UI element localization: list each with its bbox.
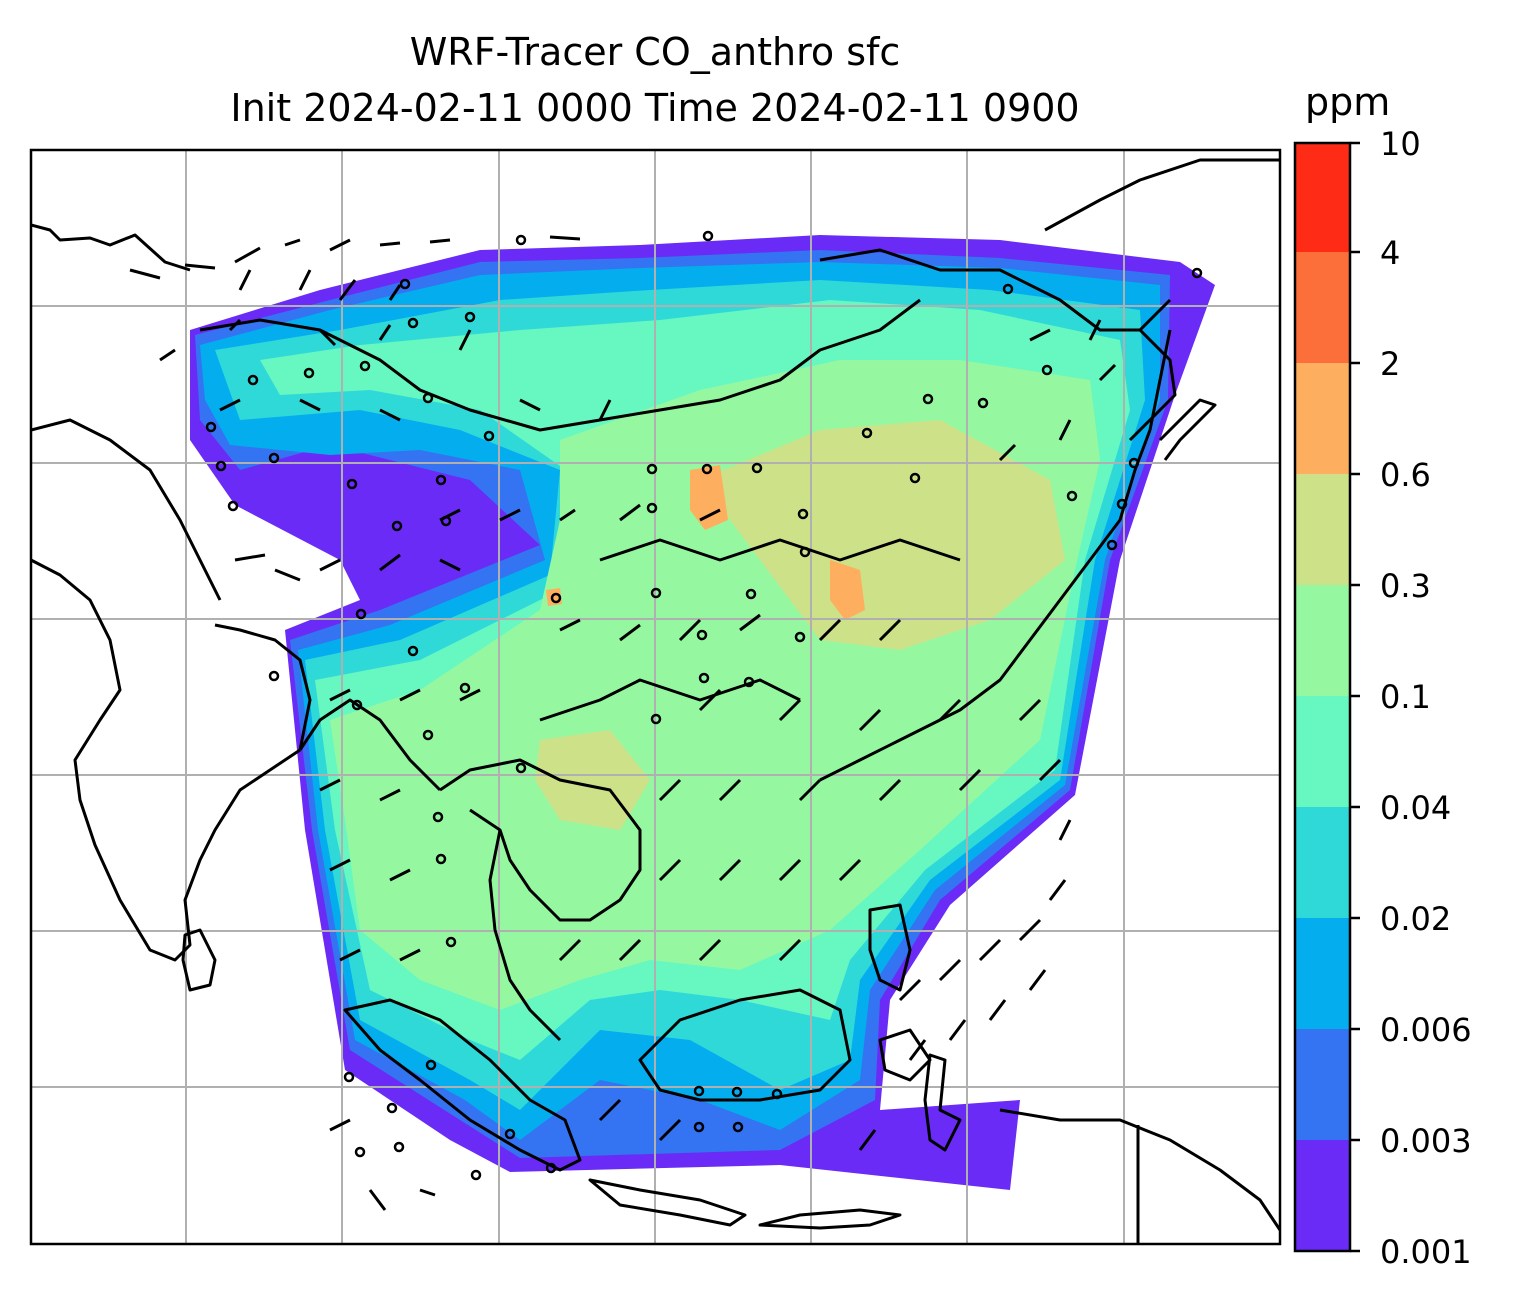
colorbar-segment xyxy=(1295,918,1350,1029)
map-title-line-1: WRF-Tracer CO_anthro sfc xyxy=(409,30,901,74)
field-olive xyxy=(700,420,1065,650)
colorbar-tick-label: 0.001 xyxy=(1380,1233,1472,1271)
concentration-field xyxy=(190,235,1215,1190)
colorbar-tick-label: 0.04 xyxy=(1380,789,1452,827)
coast-russia-far-east xyxy=(1044,158,1280,232)
colorbar-segment xyxy=(1295,585,1350,696)
colorbar-segment xyxy=(1295,474,1350,585)
coast-india-east xyxy=(214,623,312,751)
coast-korea xyxy=(1128,328,1177,442)
coast-sulawesi xyxy=(923,1053,962,1152)
colorbar-tick-label: 0.006 xyxy=(1380,1011,1472,1049)
colorbar-segment xyxy=(1295,1029,1350,1140)
colorbar-tick-label: 10 xyxy=(1380,125,1421,163)
colorbar-segment xyxy=(1295,1140,1350,1251)
coast-china-east xyxy=(819,329,1172,782)
coast-indochina xyxy=(439,758,642,922)
map-title-line-2: Init 2024-02-11 0000 Time 2024-02-11 090… xyxy=(230,86,1080,130)
coast-mindanao xyxy=(878,1028,932,1082)
border-interior-2 xyxy=(539,678,801,722)
colorbar-tick-label: 0.6 xyxy=(1380,456,1431,494)
coast-philippines xyxy=(868,903,912,992)
colorbar-unit-label: ppm xyxy=(1305,80,1391,124)
colorbar-segment xyxy=(1295,143,1350,252)
gridlines xyxy=(31,150,1280,1244)
coast-india-west xyxy=(31,558,301,962)
colorbar-tick-label: 0.3 xyxy=(1380,567,1431,605)
colorbar-ticks xyxy=(1350,141,1360,1253)
colorbar-segment xyxy=(1295,252,1350,363)
border-interior-1 xyxy=(599,538,961,562)
colorbar-tick-label: 0.02 xyxy=(1380,900,1452,938)
coast-japan xyxy=(1158,398,1217,461)
colorbar-segment xyxy=(1295,363,1350,474)
border-pakistan xyxy=(31,418,222,601)
map-frame xyxy=(29,148,1282,1246)
colorbar-tick-label: 0.003 xyxy=(1380,1122,1472,1160)
coast-arabia xyxy=(31,223,191,272)
coast-java xyxy=(588,1178,747,1227)
colorbar-segment xyxy=(1295,807,1350,918)
coast-srilanka xyxy=(181,928,217,992)
field-orange-spot-2 xyxy=(690,465,728,530)
colorbar-tick-label: 0.1 xyxy=(1380,678,1431,716)
colorbar-segment xyxy=(1295,696,1350,807)
coast-borneo xyxy=(638,988,852,1102)
coast-malay-peninsula xyxy=(488,829,562,1042)
coast-timor xyxy=(758,1208,902,1230)
colorbar-tick-label: 2 xyxy=(1380,345,1401,383)
wind-barbs xyxy=(129,235,1117,1211)
coastlines xyxy=(31,158,1280,1244)
border-china-mongolia xyxy=(819,248,1172,332)
coast-sumatra xyxy=(343,998,582,1172)
colorbar-tick-label: 4 xyxy=(1380,234,1401,272)
calm-wind-markers xyxy=(205,230,1203,1181)
border-himalaya xyxy=(199,298,921,432)
field-orange-spot xyxy=(830,560,865,620)
coast-new-guinea xyxy=(999,1108,1280,1231)
colorbar xyxy=(1293,141,1360,1253)
coast-bay-bengal xyxy=(298,698,442,792)
